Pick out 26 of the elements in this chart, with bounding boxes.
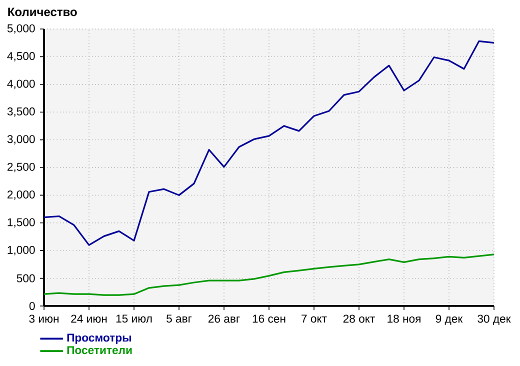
legend-label: Посетители [67, 346, 132, 354]
x-tick-label: 18 ноя [388, 314, 420, 323]
x-tick-label: 28 окт [343, 314, 375, 323]
y-tick-label: 500 [16, 274, 35, 282]
y-tick-label: 2,000 [8, 190, 35, 200]
y-tick-label: 4,500 [7, 52, 35, 62]
legend-label: Просмотры [67, 334, 131, 344]
y-tick-label: 0 [29, 302, 35, 310]
x-tick-label: 5 авг [166, 314, 192, 323]
x-tick-label: 15 июл [116, 314, 152, 323]
y-tick-label: 4,000 [7, 80, 35, 90]
y-tick-label: 1,000 [8, 246, 35, 256]
y-axis-title: Количество [8, 8, 77, 16]
y-tick-label: 3,000 [7, 135, 35, 144]
y-tick-label: 1,500 [8, 218, 35, 228]
y-tick-label: 5,000 [7, 24, 35, 34]
x-tick-label: 26 авг [208, 314, 240, 323]
line-series [44, 40, 494, 246]
x-tick-label: 3 июн [29, 314, 58, 323]
x-tick-label: 9 дек [436, 314, 463, 325]
y-tick-label: 3,500 [7, 107, 35, 117]
x-tick-label: 7 окт [302, 314, 327, 323]
y-tick-label: 2,500 [8, 162, 35, 172]
x-tick-label: 30 дек [478, 314, 511, 325]
x-tick-label: 16 сен [252, 314, 286, 323]
x-tick-label: 24 июн [71, 314, 107, 323]
